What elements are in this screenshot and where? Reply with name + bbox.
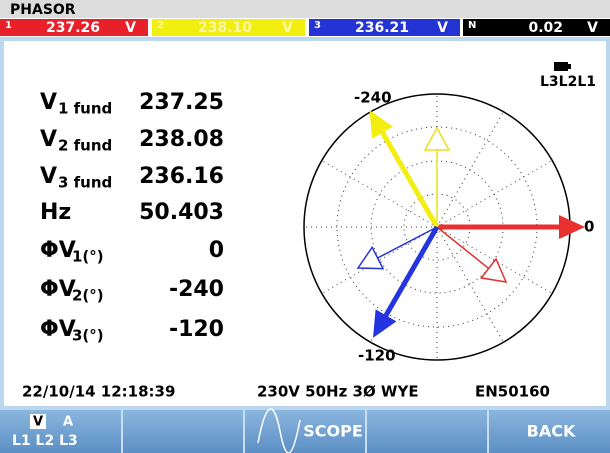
current-head — [356, 245, 385, 270]
channel-id: 1 — [5, 20, 12, 31]
softkey-units[interactable]: V A L1 L2 L3 — [12, 414, 78, 449]
reading-value: 236.16 — [139, 164, 224, 189]
sine-icon — [257, 408, 301, 453]
unit-highlight — [30, 414, 46, 429]
grid-spoke — [436, 111, 504, 228]
channel-box — [0, 19, 148, 36]
axis-label: 0 — [584, 218, 594, 236]
panel — [4, 41, 606, 406]
reading-label: V — [40, 127, 57, 152]
channel-box — [463, 19, 610, 36]
reading-value: -240 — [169, 277, 224, 302]
grid-spoke — [321, 226, 438, 294]
voltage-shaft — [378, 127, 440, 229]
voltage-head — [373, 309, 397, 338]
axis-label: -240 — [354, 89, 392, 107]
reading-label: ΦV — [40, 277, 76, 302]
channel-box — [309, 19, 460, 36]
current-phasor — [436, 226, 490, 270]
grid-spoke — [436, 226, 553, 294]
channel-id: 3 — [314, 20, 321, 31]
reading-sub: 2 fund — [58, 137, 112, 155]
grid-spoke — [321, 160, 438, 228]
scope-label: SCOPE — [303, 422, 363, 441]
unit-a: A — [63, 415, 73, 430]
grid-spoke — [436, 226, 504, 343]
reading-label: V — [40, 90, 57, 115]
reading-label: V — [40, 164, 57, 189]
voltage-phasor — [437, 215, 585, 239]
reading-label: ΦV — [40, 238, 76, 263]
grid-spoke — [436, 160, 553, 228]
phase-sequence: L3L2L1 — [540, 74, 596, 90]
channel-unit: V — [125, 20, 136, 36]
reading-value: 0 — [209, 238, 224, 263]
current-phasor — [377, 226, 438, 259]
reading-label: ΦV — [40, 317, 76, 342]
channel-unit: V — [437, 20, 448, 36]
config: 230V 50Hz 3Ø WYE — [257, 383, 419, 401]
channel-unit: V — [282, 20, 293, 36]
reading-value: -120 — [169, 317, 224, 342]
channel-value: 238.10 — [198, 20, 252, 36]
reading-value: 50.403 — [139, 200, 224, 225]
battery-tip — [568, 64, 571, 69]
current-head — [423, 126, 451, 151]
voltage-head — [559, 215, 585, 239]
softkey-dividers — [121, 410, 489, 453]
channel-value: 237.26 — [46, 20, 100, 36]
axis-label: -120 — [358, 347, 396, 365]
unit-v: V — [33, 415, 43, 430]
voltage-phasor — [373, 225, 440, 338]
phases: L1 L2 L3 — [12, 433, 78, 449]
channel-value: 0.02 — [528, 20, 563, 36]
standard: EN50160 — [475, 383, 550, 401]
channel-value: 236.21 — [355, 20, 409, 36]
softkey-bar — [0, 410, 610, 453]
channel-box — [152, 19, 305, 36]
datetime: 22/10/14 12:18:39 — [22, 383, 175, 401]
screen-title: PHASOR — [10, 2, 76, 18]
voltage-phasor — [369, 110, 440, 229]
voltage-head — [369, 110, 393, 139]
title-bar — [0, 0, 610, 18]
channel-id: 2 — [157, 20, 164, 31]
reading-value: 238.08 — [139, 127, 224, 152]
current-head — [479, 257, 508, 283]
reading-sub: 2(°) — [72, 287, 104, 305]
battery-icon — [554, 62, 568, 71]
voltage-shaft — [381, 225, 440, 321]
reading-sub: 1(°) — [72, 248, 104, 266]
reading-value: 237.25 — [139, 90, 224, 115]
reading-sub: 3 fund — [58, 174, 112, 192]
channel-id: N — [468, 20, 476, 31]
back-button[interactable]: BACK — [527, 422, 576, 441]
channel-bar: 1 237.26 V 2 238.10 V 3 236.21 V N 0.02 V — [0, 19, 610, 36]
reading-label: Hz — [40, 200, 71, 225]
reading-sub: 3(°) — [72, 327, 104, 345]
reading-sub: 1 fund — [58, 100, 112, 118]
channel-unit: V — [587, 20, 598, 36]
phasor-diagram: -240 0 -120 L3L2L1 — [303, 62, 596, 365]
softkey-scope[interactable]: SCOPE — [257, 408, 363, 453]
